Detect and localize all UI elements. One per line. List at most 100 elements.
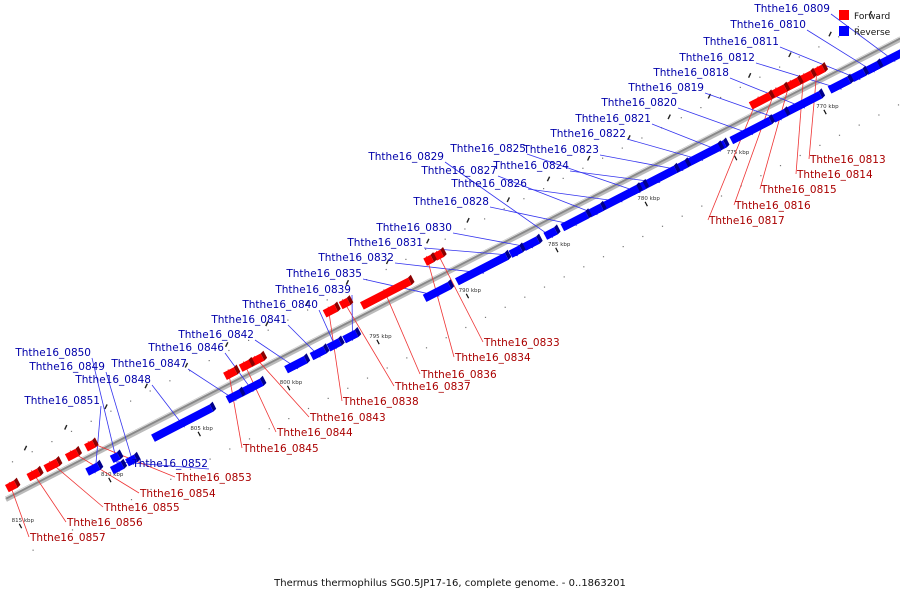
leader-line bbox=[677, 107, 754, 136]
guide-dot bbox=[425, 347, 428, 349]
guide-dot bbox=[385, 268, 387, 271]
gene-arrow bbox=[455, 249, 512, 286]
gene-label: Ththe16_0814 bbox=[796, 169, 873, 181]
tick-label: 790 kbp bbox=[459, 288, 482, 294]
guide-dot bbox=[503, 208, 505, 210]
leader-line bbox=[526, 153, 641, 194]
axis-highlight bbox=[5, 36, 900, 498]
gene-arrow bbox=[238, 375, 267, 397]
gene-arrow bbox=[309, 343, 330, 361]
gene-arrow bbox=[748, 89, 775, 110]
tick-label: 775 kbp bbox=[727, 150, 750, 156]
gene-arrow bbox=[543, 224, 561, 240]
gene-arrow bbox=[151, 401, 217, 442]
guide-dot bbox=[464, 228, 466, 230]
strand-legend: Forward Reverse bbox=[839, 10, 891, 38]
forward-legend-label: Forward bbox=[854, 12, 890, 22]
gene-arrow bbox=[864, 58, 884, 75]
gene-label: Ththe16_0845 bbox=[242, 443, 319, 455]
leader-line bbox=[527, 188, 623, 203]
guide-dot bbox=[287, 319, 289, 321]
leader-line bbox=[444, 161, 554, 239]
leader-line bbox=[342, 298, 395, 387]
gene-label: Ththe16_0818 bbox=[652, 67, 729, 79]
guide-dot bbox=[32, 549, 34, 551]
guide-dot bbox=[169, 380, 171, 382]
leader-line bbox=[91, 357, 120, 473]
guide-dot bbox=[622, 246, 624, 248]
leader-line bbox=[383, 289, 421, 375]
tick-mark bbox=[376, 339, 380, 345]
scale-mark bbox=[828, 31, 832, 37]
guide-dot bbox=[543, 286, 546, 288]
leader-line bbox=[94, 405, 102, 474]
guide-dot bbox=[661, 225, 664, 227]
gene-label: Ththe16_0810 bbox=[729, 19, 806, 31]
guide-dot bbox=[110, 410, 112, 412]
guide-dot bbox=[701, 205, 703, 207]
guide-dot bbox=[799, 154, 801, 157]
leader-line bbox=[733, 87, 777, 206]
gene-arrow bbox=[338, 295, 354, 310]
guide-dot bbox=[524, 296, 526, 298]
guide-dot bbox=[857, 26, 859, 28]
gene-label: Ththe16_0820 bbox=[600, 97, 677, 109]
guide-dot bbox=[759, 76, 761, 78]
guide-dot bbox=[602, 256, 605, 258]
guide-dot bbox=[326, 299, 328, 301]
gene-arrow bbox=[322, 301, 341, 318]
leader-line bbox=[242, 361, 277, 433]
guide-dot bbox=[484, 218, 486, 220]
genome-axis bbox=[5, 36, 900, 502]
gene-label: Ththe16_0809 bbox=[753, 3, 830, 15]
gene-label: Ththe16_0823 bbox=[522, 144, 599, 156]
axis-line bbox=[5, 36, 900, 500]
tick-label: 800 kbp bbox=[280, 380, 303, 386]
gene-label: Ththe16_0857 bbox=[29, 532, 106, 544]
gene-label: Ththe16_0811 bbox=[702, 36, 779, 48]
scale-mark bbox=[747, 72, 752, 78]
gene-label: Ththe16_0856 bbox=[66, 517, 143, 529]
gene-arrow bbox=[109, 449, 124, 463]
tick-mark bbox=[644, 201, 648, 207]
gene-arrow bbox=[326, 335, 345, 352]
leader-line bbox=[8, 481, 30, 538]
gene-label: Ththe16_0830 bbox=[375, 222, 452, 234]
guide-dot bbox=[51, 441, 53, 443]
gene-label: Ththe16_0817 bbox=[708, 215, 785, 227]
scale-mark bbox=[104, 404, 108, 410]
guide-dot bbox=[642, 235, 644, 238]
guide-dot bbox=[583, 266, 585, 268]
gene-arrow bbox=[125, 451, 141, 467]
leader-line bbox=[808, 66, 818, 160]
gene-label: Ththe16_0849 bbox=[28, 361, 105, 373]
leader-line bbox=[497, 175, 598, 216]
gene-label: Ththe16_0839 bbox=[274, 284, 351, 296]
leader-line bbox=[830, 13, 896, 62]
gene-label: Ththe16_0833 bbox=[483, 337, 560, 349]
gene-arrow bbox=[680, 140, 725, 170]
gene-label: Ththe16_0812 bbox=[678, 52, 755, 64]
scale-mark bbox=[546, 176, 551, 182]
tick-label: 785 kbp bbox=[548, 242, 571, 248]
reverse-swatch bbox=[839, 26, 849, 36]
gene-arrow bbox=[560, 208, 592, 232]
scale-mark bbox=[868, 10, 873, 16]
gene-arrow bbox=[238, 356, 255, 372]
gene-label: Ththe16_0813 bbox=[809, 154, 886, 166]
guide-dot bbox=[130, 400, 132, 402]
tick-mark bbox=[465, 293, 470, 299]
gene-label: Ththe16_0836 bbox=[420, 369, 497, 381]
leader-line bbox=[69, 450, 140, 494]
guide-dot bbox=[52, 539, 54, 541]
scale-mark bbox=[224, 341, 229, 348]
guide-dot bbox=[386, 367, 388, 369]
leader-line bbox=[806, 29, 875, 73]
leader-line bbox=[795, 73, 805, 175]
leader-line bbox=[489, 206, 577, 226]
tick-mark bbox=[197, 431, 201, 437]
leader-line bbox=[105, 371, 134, 465]
tick-mark bbox=[18, 523, 23, 529]
guide-dot bbox=[209, 458, 211, 460]
